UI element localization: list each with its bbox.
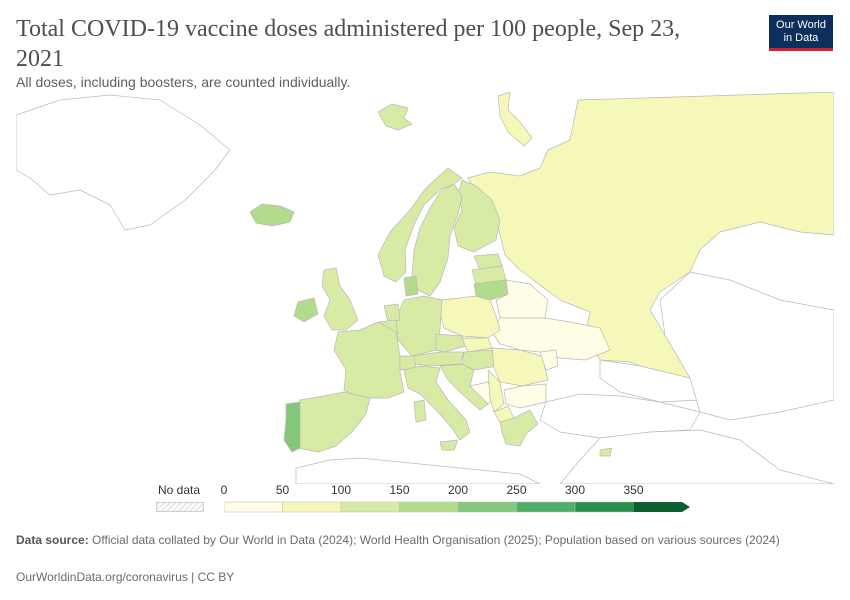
portugal[interactable]	[283, 401, 301, 453]
owid-logo[interactable]: Our World in Data	[769, 15, 833, 51]
poland[interactable]	[439, 295, 501, 339]
moldova[interactable]	[539, 349, 559, 371]
italy[interactable]	[403, 365, 471, 441]
greenland[interactable]	[16, 94, 231, 231]
netherlands[interactable]	[383, 303, 401, 323]
north-africa[interactable]	[295, 457, 541, 484]
norway[interactable]	[377, 167, 463, 283]
chart-subtitle: All doses, including boosters, are count…	[16, 74, 351, 90]
united-kingdom[interactable]	[321, 267, 359, 331]
logo-line-1: Our World	[776, 19, 826, 31]
serbia[interactable]	[487, 369, 505, 413]
source-label: Data source:	[16, 533, 89, 547]
legend-tick-6: 300	[564, 483, 586, 497]
legend-tick-5: 250	[506, 483, 527, 497]
no-data-label: No data	[158, 483, 201, 497]
germany[interactable]	[395, 295, 443, 357]
legend: No data 0 50 100 150 200 250 300 350	[0, 480, 850, 516]
cyprus[interactable]	[599, 447, 613, 457]
no-data-swatch[interactable]	[156, 502, 204, 512]
legend-tick-3: 150	[389, 483, 410, 497]
sweden[interactable]	[411, 183, 463, 297]
caucasus-region[interactable]	[599, 359, 701, 403]
legend-tick-1: 50	[275, 483, 290, 497]
legend-tick-4: 200	[447, 483, 469, 497]
logo-line-2: in Data	[783, 32, 819, 44]
legend-bin-0[interactable]	[224, 501, 283, 513]
finland[interactable]	[453, 179, 501, 253]
sardinia[interactable]	[413, 399, 427, 423]
legend-tick-7: 350	[623, 483, 644, 497]
chart-title: Total COVID-19 vaccine doses administere…	[16, 16, 681, 72]
footer-link[interactable]: OurWorldinData.org/coronavirus | CC BY	[16, 570, 235, 584]
lithuania[interactable]	[473, 279, 509, 301]
legend-bin-6[interactable]	[574, 501, 634, 513]
france[interactable]	[333, 321, 405, 399]
footer-source: Data source: Official data collated by O…	[16, 533, 816, 548]
spain[interactable]	[295, 391, 371, 453]
source-text: Official data collated by Our World in D…	[92, 533, 780, 547]
hungary[interactable]	[461, 349, 499, 371]
ukraine[interactable]	[491, 317, 611, 361]
slovakia[interactable]	[461, 337, 493, 353]
legend-bin-1[interactable]	[282, 501, 342, 513]
ireland[interactable]	[293, 297, 319, 323]
legend-tick-2: 100	[330, 483, 352, 497]
greece[interactable]	[499, 409, 539, 447]
legend-tick-0: 0	[220, 483, 228, 497]
denmark[interactable]	[403, 275, 419, 297]
sicily[interactable]	[439, 439, 459, 451]
legend-bin-5[interactable]	[516, 501, 576, 513]
middle-east[interactable]	[559, 429, 834, 484]
legend-bin-7[interactable]	[633, 502, 691, 512]
iceland[interactable]	[249, 203, 295, 227]
romania[interactable]	[491, 347, 549, 387]
svalbard[interactable]	[377, 103, 413, 131]
central-asia[interactable]	[659, 271, 834, 421]
legend-bin-2[interactable]	[340, 501, 400, 513]
europe-map	[16, 92, 834, 484]
legend-bin-3[interactable]	[399, 501, 459, 513]
novaya-zemlya[interactable]	[497, 92, 533, 147]
bulgaria[interactable]	[503, 383, 547, 409]
legend-color-bar	[224, 501, 691, 513]
legend-bin-4[interactable]	[457, 501, 517, 513]
czechia[interactable]	[435, 333, 467, 353]
russia[interactable]	[467, 92, 834, 379]
turkey[interactable]	[539, 393, 701, 439]
